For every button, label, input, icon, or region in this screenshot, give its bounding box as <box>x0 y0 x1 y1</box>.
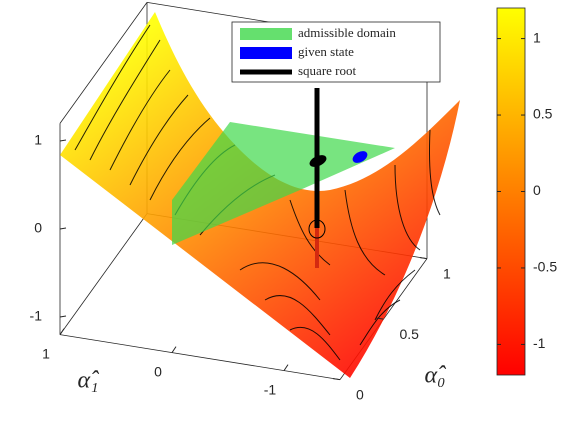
x-axis-line <box>59 334 341 380</box>
z-tick-label: 1 <box>34 132 42 148</box>
x-tick <box>171 346 177 353</box>
colorbar-tick-label: -0.5 <box>533 259 557 275</box>
z-tick-label: 0 <box>34 220 42 236</box>
contours <box>74 24 441 361</box>
admissible-domain <box>172 122 395 245</box>
y-tick-label: 0.5 <box>400 326 420 342</box>
z-tick <box>59 227 67 230</box>
colorbar <box>496 7 526 376</box>
x-tick <box>59 328 65 335</box>
given-state <box>352 151 368 163</box>
colorbar-tick-label: 1 <box>533 29 541 45</box>
y-axis-label: α̂₀ <box>425 363 447 389</box>
x-tick-label: -1 <box>264 381 277 397</box>
x-tick-label: 0 <box>154 363 162 379</box>
y-tick <box>419 257 428 260</box>
colorbar-tick-label: 0 <box>533 182 541 198</box>
z-tick <box>59 315 67 318</box>
legend-swatch <box>240 47 292 59</box>
root-circle <box>308 219 326 239</box>
legend-swatch <box>240 28 292 40</box>
z-tick <box>59 139 67 142</box>
x-tick-label: 1 <box>42 345 50 361</box>
legend-label: admissible domain <box>298 25 396 40</box>
legend-label: given state <box>298 44 354 59</box>
colorbar-tick-label: -1 <box>533 335 546 351</box>
legend: admissible domain given state square root <box>231 21 441 83</box>
y-tick <box>332 378 341 381</box>
x-axis-label: α̂₁ <box>78 368 100 394</box>
colorbar-tick-label: 0.5 <box>533 106 553 122</box>
y-tick <box>376 317 384 320</box>
z-tick-label: -1 <box>30 308 43 324</box>
y-tick-label: 1 <box>443 265 451 281</box>
box-edge <box>59 213 148 335</box>
legend-label: square root <box>298 63 357 78</box>
y-tick-label: 0 <box>356 386 364 402</box>
root-marker <box>309 155 327 167</box>
box-edge <box>59 2 148 124</box>
x-tick <box>283 364 289 371</box>
